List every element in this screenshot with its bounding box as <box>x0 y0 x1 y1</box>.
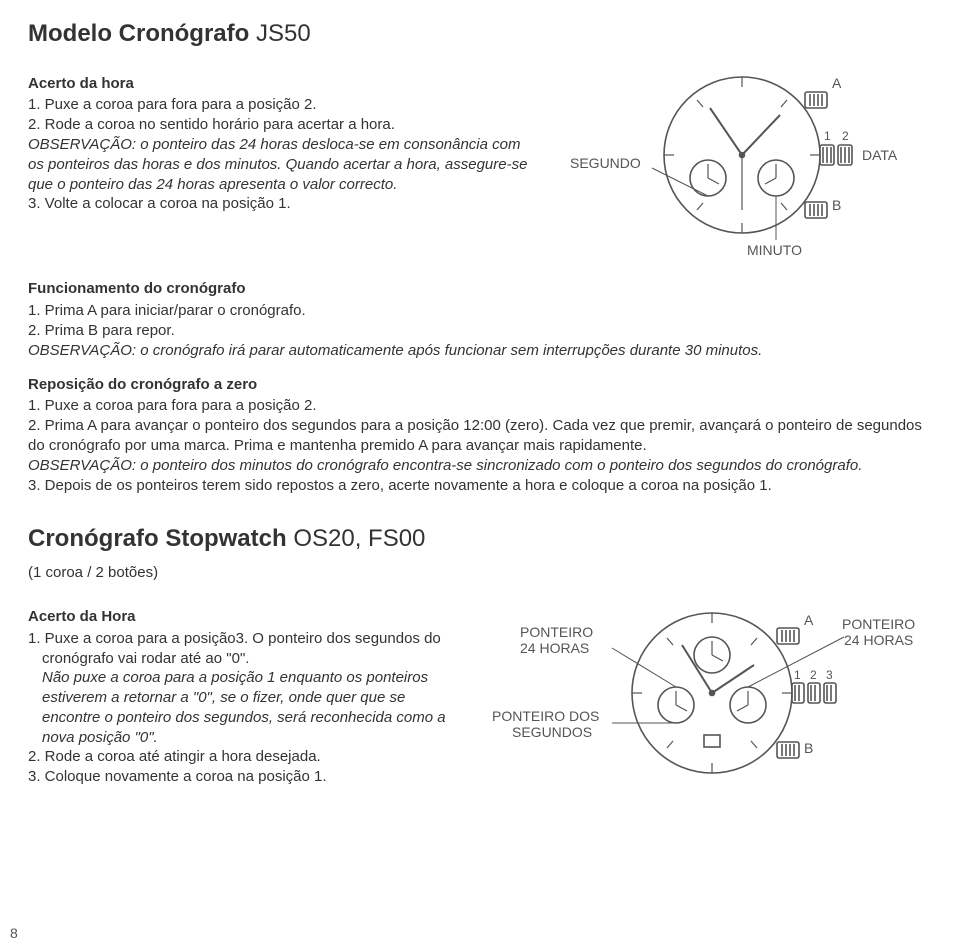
step: 1. Puxe a coroa para fora para a posição… <box>28 95 532 115</box>
crown-pos-2: 2 <box>842 129 849 143</box>
label-B: B <box>832 197 841 213</box>
title-model: JS50 <box>256 20 311 47</box>
step: 2. Prima B para repor. <box>28 321 932 341</box>
heading-acerto-hora: Acerto da hora <box>28 74 532 94</box>
crown-2: 2 <box>810 668 817 682</box>
crown-1: 1 <box>794 668 801 682</box>
label-segundos: SEGUNDOS <box>512 724 592 740</box>
heading-acerto-hora2: Acerto da Hora <box>28 607 452 627</box>
title-prefix: Modelo Cronógrafo <box>28 20 249 47</box>
step: 1. Puxe a coroa para fora para a posição… <box>28 396 932 416</box>
step: 1. Prima A para iniciar/parar o cronógra… <box>28 301 932 321</box>
label-minuto: MINUTO <box>747 242 802 258</box>
heading-funcionamento: Funcionamento do cronógrafo <box>28 279 932 299</box>
step: 2. Prima A para avançar o ponteiro dos s… <box>28 416 932 456</box>
title-model: OS20, FS00 <box>293 525 425 552</box>
step: 1. Puxe a coroa para a posição3. O ponte… <box>28 629 452 669</box>
heading-reposicao: Reposição do cronógrafo a zero <box>28 375 932 395</box>
step: 2. Rode a coroa até atingir a hora desej… <box>28 747 452 767</box>
label-data: DATA <box>862 147 898 163</box>
label-ponteiro-dos: PONTEIRO DOS <box>492 708 599 724</box>
step: 3. Volte a colocar a coroa na posição 1. <box>28 194 532 214</box>
observation: OBSERVAÇÃO: o ponteiro das 24 horas desl… <box>28 135 532 194</box>
crown-pos-1: 1 <box>824 129 831 143</box>
label-A: A <box>832 75 842 91</box>
title-prefix: Cronógrafo Stopwatch <box>28 525 287 552</box>
model1-title: Modelo Cronógrafo JS50 <box>28 18 932 50</box>
label-A: A <box>804 612 814 628</box>
label-B: B <box>804 740 813 756</box>
label-ponteiro24-left-top: PONTEIRO <box>520 624 593 640</box>
watch-diagram-os20: A B 1 2 3 PONTEIRO 24 HORAS PONTEIRO DOS… <box>472 593 932 803</box>
subtitle: (1 coroa / 2 botões) <box>28 563 932 583</box>
label-segundo: SEGUNDO <box>570 155 641 171</box>
model2-title: Cronógrafo Stopwatch OS20, FS00 <box>28 523 932 555</box>
step: 2. Rode a coroa no sentido horário para … <box>28 115 532 135</box>
observation: OBSERVAÇÃO: o ponteiro dos minutos do cr… <box>28 456 932 476</box>
step: 3. Coloque novamente a coroa na posição … <box>28 767 452 787</box>
label-ponteiro24-left-bot: 24 HORAS <box>520 640 589 656</box>
observation: Não puxe a coroa para a posição 1 enquan… <box>28 668 452 747</box>
label-ponteiro24-right-top: PONTEIRO <box>842 616 915 632</box>
observation: OBSERVAÇÃO: o cronógrafo irá parar autom… <box>28 341 932 361</box>
label-ponteiro24-right-bot: 24 HORAS <box>844 632 913 648</box>
watch-diagram-js50: A B 1 2 DATA SEGUNDO MINUTO <box>552 60 932 260</box>
page-number: 8 <box>10 924 18 942</box>
step: 3. Depois de os ponteiros terem sido rep… <box>28 476 932 496</box>
crown-3: 3 <box>826 668 833 682</box>
